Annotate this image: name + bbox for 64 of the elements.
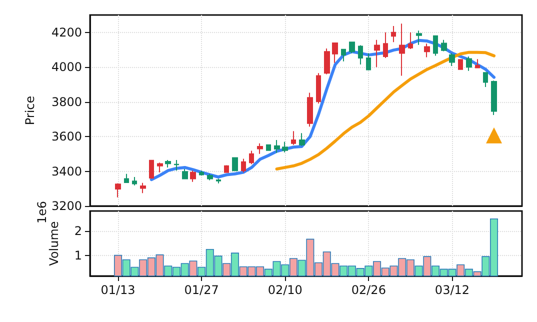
- candlestick: [491, 80, 497, 116]
- candlestick: [249, 150, 254, 165]
- candlestick: [466, 56, 472, 72]
- candlestick: [174, 159, 179, 172]
- candlestick: [149, 159, 154, 180]
- candlestick: [182, 168, 188, 180]
- candlestick: [449, 52, 455, 67]
- y-tick-label: 3400: [51, 164, 82, 178]
- x-tick-label: 01/27: [184, 283, 219, 297]
- y-tick-label: 1: [74, 248, 82, 263]
- candlestick: [266, 144, 271, 151]
- candlestick: [475, 58, 480, 68]
- x-tick-label: 03/12: [434, 283, 470, 297]
- y-tick-label: 3800: [51, 94, 82, 109]
- candlestick: [391, 25, 396, 43]
- candlestick: [416, 30, 422, 46]
- candlestick: [374, 39, 380, 68]
- candlestick: [458, 59, 463, 70]
- candlestick: [358, 44, 363, 65]
- y-axis-title: Volume: [47, 221, 61, 266]
- candlestick: [341, 48, 346, 62]
- candlestick: [349, 42, 355, 54]
- y-tick-label: 4000: [51, 60, 82, 74]
- y-tick-label: 2: [74, 224, 82, 238]
- candlestick: [282, 141, 288, 153]
- x-tick-label: 02/10: [268, 283, 302, 297]
- candlestick: [299, 132, 305, 146]
- candlestick: [241, 158, 246, 173]
- text: 1e6: [35, 200, 49, 224]
- candlestick: [408, 32, 413, 50]
- candlestick: [424, 43, 430, 58]
- candlestick: [433, 35, 438, 56]
- candlestick: [232, 156, 238, 172]
- candlestick: [124, 173, 129, 184]
- y-tick-label: 3200: [51, 199, 82, 213]
- y-tick-label: 4200: [51, 25, 82, 40]
- candlestick: [115, 182, 121, 198]
- x-tick-label: 02/26: [351, 283, 386, 297]
- candlestick: [332, 42, 338, 64]
- line-series: [150, 38, 496, 182]
- candlestick: [274, 140, 280, 154]
- y-axis-title: Price: [23, 96, 37, 126]
- y-tick-label: 3600: [51, 130, 82, 144]
- candlestick: [307, 92, 313, 128]
- candlestick: [190, 170, 196, 182]
- candlestick: [441, 39, 447, 52]
- candlestick: [291, 130, 296, 146]
- candlestick: [157, 162, 163, 173]
- candlestick: [132, 176, 137, 186]
- candlestick: [316, 72, 321, 104]
- candlestick: [366, 52, 371, 71]
- candlestick: [483, 72, 488, 88]
- candlestick: [324, 48, 330, 75]
- candlestick: [216, 178, 221, 184]
- line-series: [275, 50, 496, 171]
- candlestick: [165, 159, 171, 168]
- candlestick: [140, 182, 146, 194]
- candlestick: [399, 23, 405, 76]
- x-tick-label: 01/13: [100, 283, 136, 297]
- candlestick: [199, 170, 204, 176]
- candlestick: [224, 164, 229, 173]
- candlestick: [207, 173, 213, 181]
- candlestick: [257, 142, 263, 154]
- candlestick: [383, 32, 388, 59]
